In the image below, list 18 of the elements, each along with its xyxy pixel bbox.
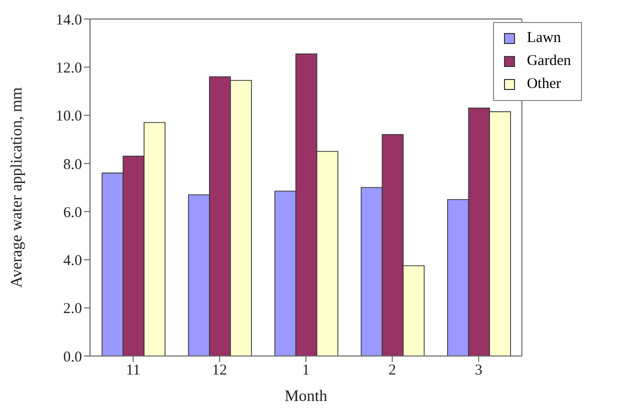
x-tick-label: 12 [212,362,228,379]
y-tick-label: 14.0 [56,12,82,28]
x-tick-label: 3 [474,362,482,379]
y-axis-title: Average water application, mm [8,86,26,288]
x-tick-label: 11 [126,362,140,379]
y-tick-label: 4.0 [63,253,82,270]
y-tick-label: 8.0 [63,156,82,173]
y-tick-label: 12.0 [56,60,82,76]
legend-label: Other [526,75,562,94]
y-tick-label: 0.0 [63,349,82,366]
y-tick-label: 10.0 [56,108,82,125]
x-axis-title: Month [284,388,328,405]
y-tick-label: 2.0 [63,301,82,318]
y-tick-label: 6.0 [63,204,82,221]
x-tick-label: 1 [302,362,310,379]
legend-label: Lawn [526,29,562,48]
x-tick-label: 2 [388,362,396,379]
legend-label: Garden [526,52,571,71]
